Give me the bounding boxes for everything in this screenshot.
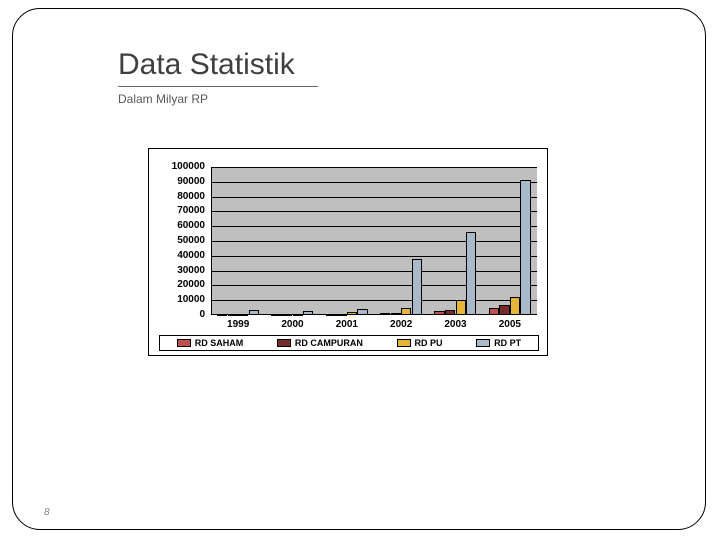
legend-item: RD PU [397, 338, 443, 348]
chart-container: 0 10000 20000 30000 40000 50000 60000 70000 8000… [148, 148, 548, 356]
chart-bar [380, 313, 390, 315]
chart-bar [434, 311, 444, 315]
page-title: Data Statistik [118, 48, 295, 82]
chart-ytick-label: 50000 [149, 236, 205, 246]
chart-xtick-label: 2002 [374, 319, 428, 330]
chart-bar [412, 259, 422, 315]
chart-bar [303, 311, 313, 315]
legend-item: RD SAHAM [177, 338, 244, 348]
chart-ytick-label: 70000 [149, 206, 205, 216]
legend-label: RD CAMPURAN [295, 338, 363, 348]
chart-ytick-label: 40000 [149, 251, 205, 261]
chart-legend: RD SAHAM RD CAMPURAN RD PU RD PT [159, 335, 539, 351]
chart-bar [326, 314, 336, 316]
chart-bar [445, 310, 455, 315]
chart-ytick-label: 0 [149, 310, 205, 320]
chart-ytick-label: 80000 [149, 192, 205, 202]
chart-bar [238, 314, 248, 316]
chart-bar [499, 305, 509, 315]
chart-xtick-label: 1999 [211, 319, 265, 330]
chart-gridline [211, 197, 537, 198]
chart-bar [282, 314, 292, 316]
chart-bar [271, 314, 281, 316]
chart-ytick-label: 60000 [149, 221, 205, 231]
chart-bar [249, 310, 259, 315]
legend-item: RD CAMPURAN [277, 338, 363, 348]
chart-xtick-label: 2003 [429, 319, 483, 330]
page-number: 8 [44, 507, 50, 518]
legend-swatch [476, 339, 490, 347]
chart-xtick-label: 2000 [266, 319, 320, 330]
chart-gridline [211, 241, 537, 242]
chart-ytick-label: 100000 [149, 162, 205, 172]
legend-item: RD PT [476, 338, 521, 348]
chart-bar [336, 314, 346, 316]
chart-bar [293, 314, 303, 316]
title-underline [118, 86, 318, 87]
chart-gridline [211, 256, 537, 257]
legend-swatch [277, 339, 291, 347]
chart-bar [217, 314, 227, 316]
slide: Data Statistik Dalam Milyar RP 8 0 10000 2… [0, 0, 720, 540]
chart-bar [391, 313, 401, 315]
chart-bar [466, 232, 476, 315]
chart-xtick-label: 2001 [320, 319, 374, 330]
legend-swatch [397, 339, 411, 347]
legend-label: RD PU [415, 338, 443, 348]
subtitle: Dalam Milyar RP [118, 92, 208, 106]
chart-ytick-label: 10000 [149, 295, 205, 305]
chart-gridline [211, 285, 537, 286]
chart-gridline [211, 182, 537, 183]
chart-bar [228, 314, 238, 316]
chart-gridline [211, 167, 537, 168]
chart-bar [401, 308, 411, 315]
chart-ytick-label: 20000 [149, 280, 205, 290]
chart-bar [347, 312, 357, 315]
chart-gridline [211, 226, 537, 227]
chart-gridline [211, 300, 537, 301]
legend-label: RD PT [494, 338, 521, 348]
chart-bar [456, 300, 466, 315]
chart-bar [489, 308, 499, 315]
chart-bar [520, 180, 530, 315]
chart-bar [357, 309, 367, 315]
chart-bar [510, 297, 520, 315]
chart-ytick-label: 90000 [149, 177, 205, 187]
legend-swatch [177, 339, 191, 347]
chart-ytick-label: 30000 [149, 266, 205, 276]
chart-gridline [211, 271, 537, 272]
chart-gridline [211, 211, 537, 212]
chart-xtick-label: 2005 [483, 319, 537, 330]
legend-label: RD SAHAM [195, 338, 244, 348]
